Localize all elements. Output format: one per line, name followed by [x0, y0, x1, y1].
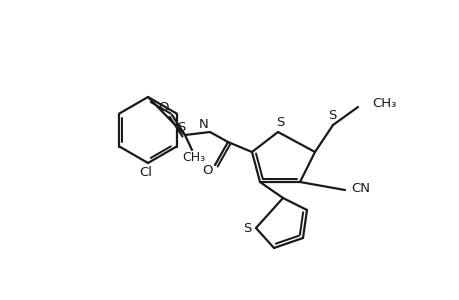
Text: O: O [202, 164, 213, 176]
Text: O: O [158, 100, 169, 113]
Text: CH₃: CH₃ [182, 151, 205, 164]
Text: S: S [275, 116, 284, 128]
Text: CN: CN [351, 182, 369, 194]
Text: CH₃: CH₃ [371, 97, 396, 110]
Text: S: S [242, 221, 251, 235]
Text: Cl: Cl [139, 167, 152, 179]
Text: S: S [327, 109, 336, 122]
Text: N: N [199, 118, 208, 130]
Text: S: S [176, 121, 185, 134]
